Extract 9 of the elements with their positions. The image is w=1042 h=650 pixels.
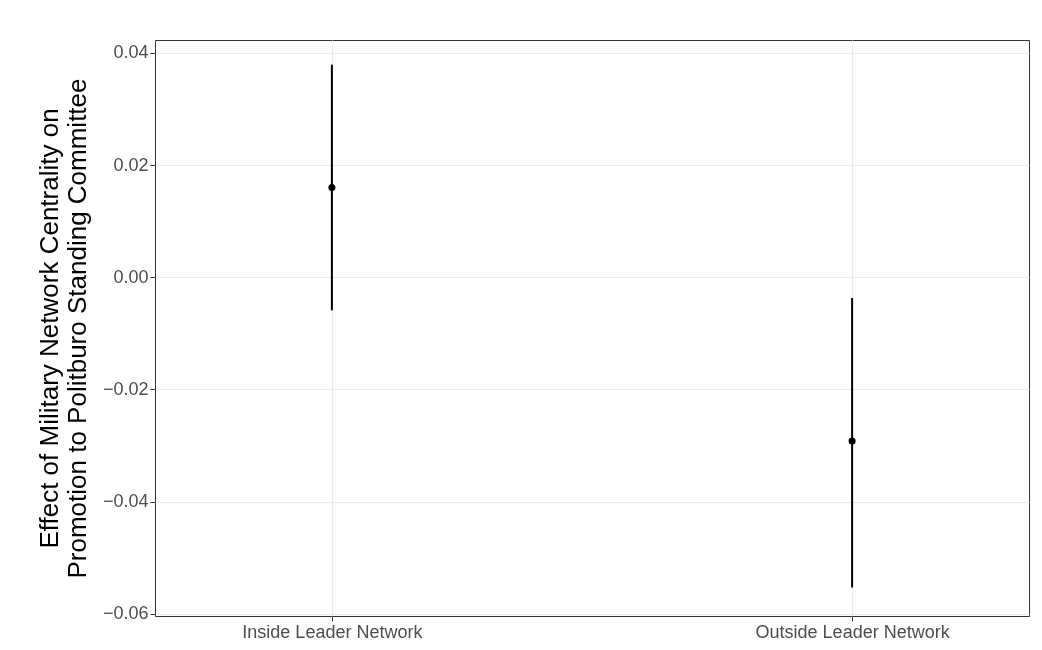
y-tick-label: 0.00	[113, 266, 149, 287]
x-tick-label: Outside Leader Network	[755, 621, 951, 642]
y-tick-label: −0.02	[102, 378, 149, 399]
y-tick-label: 0.02	[113, 154, 149, 175]
y-tick-label: 0.04	[113, 42, 149, 63]
y-tick-label: −0.06	[102, 603, 149, 624]
y-tick-label: −0.04	[102, 491, 149, 512]
y-axis-title: Effect of Military Network Centrality on Promotion to Politburo Standing Committee	[33, 78, 92, 579]
x-tick-label: Inside Leader Network	[242, 621, 424, 642]
